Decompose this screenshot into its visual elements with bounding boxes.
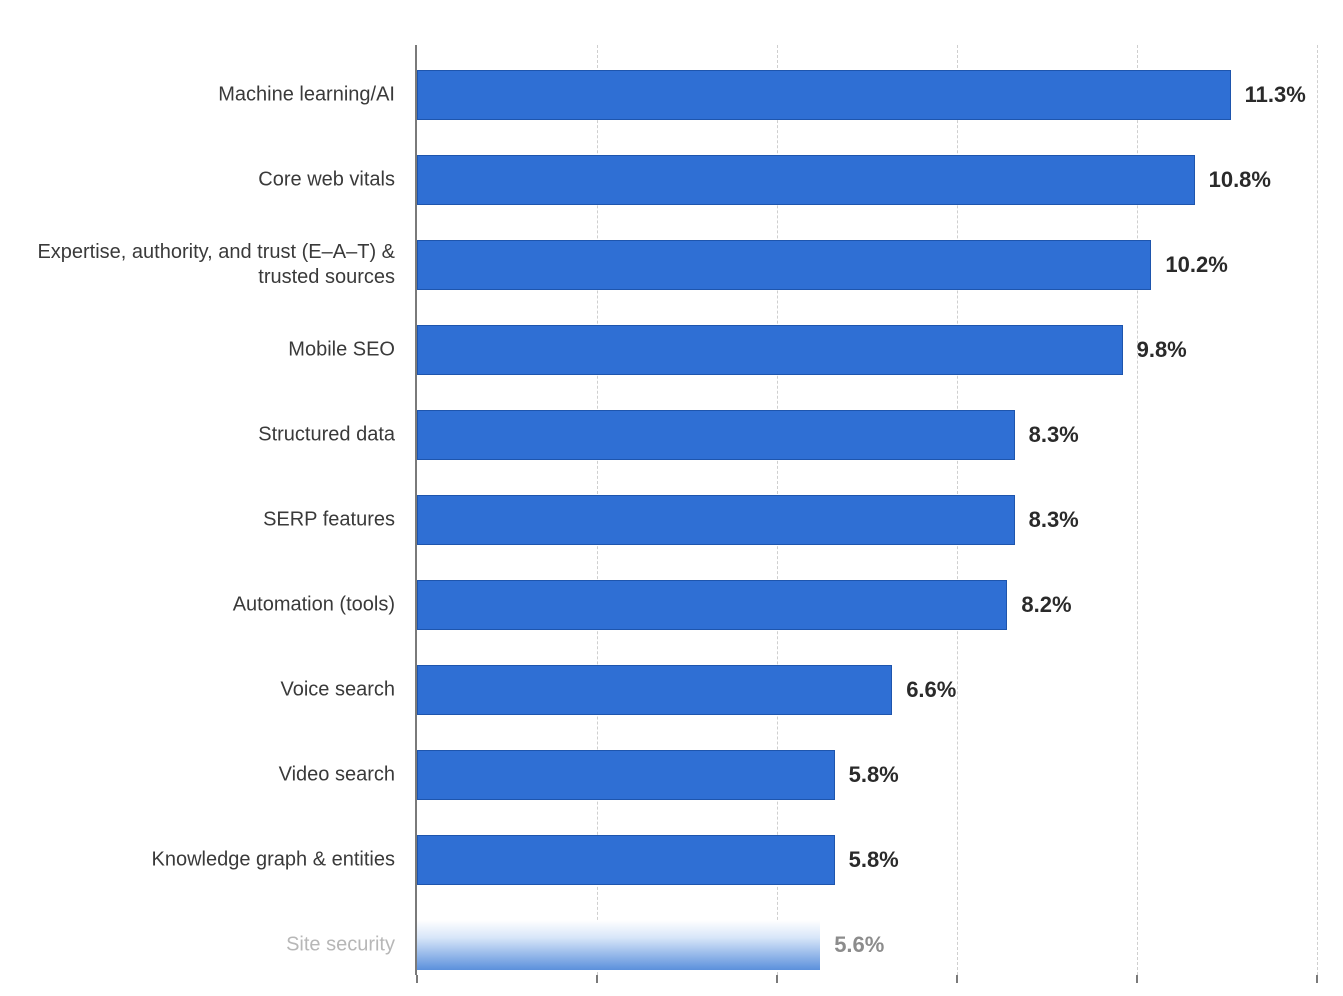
bar[interactable]: 8.3%: [417, 495, 1015, 545]
bar-value-label: 10.8%: [1195, 167, 1271, 193]
category-label: Voice search: [280, 678, 395, 703]
bar-fill: [417, 920, 820, 970]
bar[interactable]: 11.3%: [417, 70, 1231, 120]
category-label: Automation (tools): [233, 593, 395, 618]
x-axis-tick: [596, 975, 598, 983]
bar-value-label: 11.3%: [1231, 82, 1306, 108]
bar-fill: [417, 495, 1015, 545]
plot-area: 11.3%10.8%10.2%9.8%8.3%8.3%8.2%6.6%5.8%5…: [415, 45, 1315, 975]
bar-value-label: 6.6%: [892, 677, 956, 703]
category-label: Expertise, authority, and trust (E–A–T) …: [15, 240, 395, 290]
bar[interactable]: 10.2%: [417, 240, 1151, 290]
bar[interactable]: 5.8%: [417, 750, 835, 800]
x-axis-tick: [1136, 975, 1138, 983]
bar-fill: [417, 155, 1195, 205]
bar-value-label: 8.2%: [1007, 592, 1071, 618]
bar-fill: [417, 665, 892, 715]
bar-value-label: 10.2%: [1151, 252, 1227, 278]
bar-value-label: 9.8%: [1123, 337, 1187, 363]
bar-value-label: 5.6%: [820, 932, 884, 958]
category-label: Site security: [286, 933, 395, 958]
bar[interactable]: 6.6%: [417, 665, 892, 715]
category-label: Mobile SEO: [288, 338, 395, 363]
category-label: Video search: [279, 763, 395, 788]
bar[interactable]: 8.2%: [417, 580, 1007, 630]
category-label: Core web vitals: [258, 168, 395, 193]
bar-fill: [417, 580, 1007, 630]
bar[interactable]: 5.6%: [417, 920, 820, 970]
x-axis-tick: [1316, 975, 1318, 983]
bar-value-label: 8.3%: [1015, 422, 1079, 448]
bar-fill: [417, 325, 1123, 375]
bar[interactable]: 10.8%: [417, 155, 1195, 205]
category-label: Machine learning/AI: [218, 83, 395, 108]
category-label: Structured data: [258, 423, 395, 448]
horizontal-bar-chart: Machine learning/AI Core web vitals Expert…: [0, 0, 1343, 996]
bar-value-label: 5.8%: [835, 847, 899, 873]
bar-fill: [417, 410, 1015, 460]
x-axis-tick: [416, 975, 418, 983]
bar[interactable]: 8.3%: [417, 410, 1015, 460]
x-axis-tick: [776, 975, 778, 983]
bar[interactable]: 9.8%: [417, 325, 1123, 375]
bar[interactable]: 5.8%: [417, 835, 835, 885]
grid-line: [1317, 45, 1318, 975]
bar-fill: [417, 70, 1231, 120]
y-axis-labels: Machine learning/AI Core web vitals Expert…: [0, 0, 415, 996]
x-axis-tick: [956, 975, 958, 983]
category-label: Knowledge graph & entities: [152, 848, 396, 873]
bar-value-label: 5.8%: [835, 762, 899, 788]
bar-value-label: 8.3%: [1015, 507, 1079, 533]
bar-fill: [417, 750, 835, 800]
bar-fill: [417, 835, 835, 885]
category-label: SERP features: [263, 508, 395, 533]
bar-fill: [417, 240, 1151, 290]
